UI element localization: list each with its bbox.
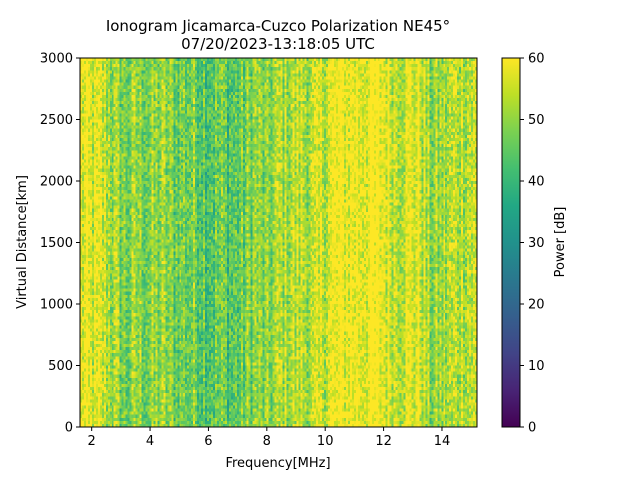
x-tick-label: 4 bbox=[146, 434, 154, 449]
colorbar-tick-label: 50 bbox=[528, 113, 545, 128]
colorbar-tick-label: 10 bbox=[528, 359, 545, 374]
colorbar-tick-label: 30 bbox=[528, 236, 545, 251]
y-axis-ticks: 0 500 1000 1500 2000 2500 3000 bbox=[40, 52, 80, 436]
x-tick-label: 12 bbox=[375, 434, 392, 449]
y-axis-label: Virtual Distance[km] bbox=[15, 175, 30, 309]
y-tick-label: 3000 bbox=[40, 52, 73, 67]
y-tick-label: 1000 bbox=[40, 298, 73, 313]
colorbar-tick-label: 0 bbox=[528, 421, 536, 436]
colorbar-ticks: 0 10 20 30 40 50 60 bbox=[520, 52, 545, 436]
x-axis-ticks: 2 4 6 8 10 12 14 bbox=[88, 427, 451, 449]
y-tick-label: 500 bbox=[48, 359, 73, 374]
colorbar-tick-label: 40 bbox=[528, 175, 545, 190]
heatmap-image bbox=[80, 58, 477, 427]
y-tick-label: 1500 bbox=[40, 236, 73, 251]
y-tick-label: 2000 bbox=[40, 175, 73, 190]
x-axis-label: Frequency[MHz] bbox=[225, 456, 330, 471]
x-tick-label: 8 bbox=[263, 434, 271, 449]
colorbar-tick-label: 20 bbox=[528, 298, 545, 313]
colorbar-tick-label: 60 bbox=[528, 52, 545, 67]
chart-subtitle: 07/20/2023-13:18:05 UTC bbox=[181, 35, 375, 53]
colorbar bbox=[502, 58, 520, 427]
x-tick-label: 14 bbox=[434, 434, 451, 449]
colorbar-label: Power [dB] bbox=[553, 207, 568, 278]
x-tick-label: 6 bbox=[204, 434, 212, 449]
y-tick-label: 0 bbox=[65, 421, 73, 436]
x-tick-label: 2 bbox=[88, 434, 96, 449]
x-tick-label: 10 bbox=[317, 434, 334, 449]
heatmap-area bbox=[80, 58, 477, 427]
chart-title: Ionogram Jicamarca-Cuzco Polarization NE… bbox=[106, 17, 450, 35]
y-tick-label: 2500 bbox=[40, 113, 73, 128]
